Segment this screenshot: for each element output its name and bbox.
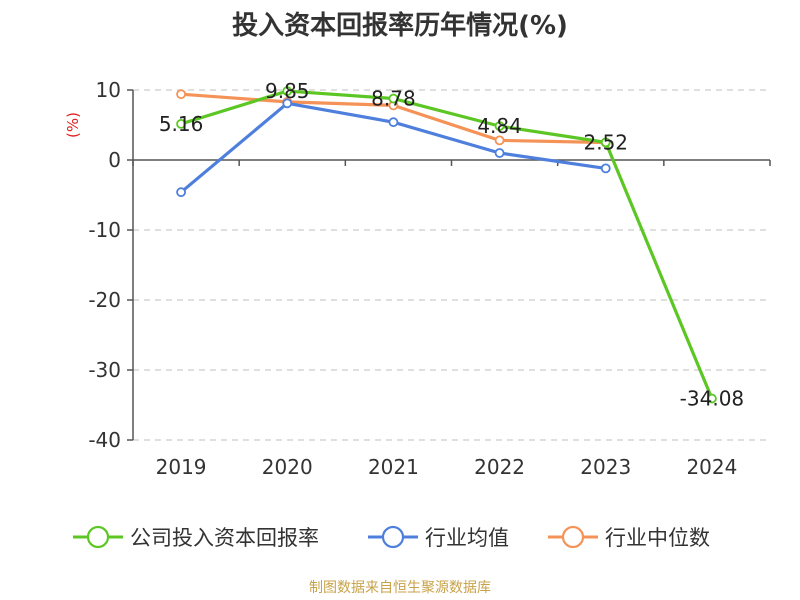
legend-marker [86,525,110,549]
data-point [282,98,293,109]
y-axis-label: (%) [64,112,82,138]
x-tick-label: 2024 [686,455,737,479]
y-tick-label: -40 [88,428,121,452]
x-tick-label: 2022 [474,455,525,479]
legend: 公司投入资本回报率 行业均值 行业中位数 [73,525,710,550]
data-label: 8.78 [371,87,416,111]
series-line [180,89,714,400]
grid-lines [133,89,770,441]
y-tick-label: 0 [108,148,121,172]
x-tick-label: 2019 [156,455,207,479]
data-point [282,86,293,96]
data-label: -34.08 [680,387,744,411]
y-tick-label: -30 [88,358,121,382]
data-point [176,187,186,198]
data-label: 9.85 [265,79,310,103]
data-point [707,393,717,404]
y-tick-labels: 10 0 -10 -20 -30 -40 [88,78,121,452]
legend-label: 公司投入资本回报率 [130,526,319,550]
data-label: 5.16 [159,112,204,136]
source-note: 制图数据来自恒生聚源数据库 [309,580,491,596]
series-line [180,101,606,194]
y-tick-label: 10 [96,78,121,102]
data-point [494,121,505,132]
axes [127,89,771,441]
data-point [600,163,611,174]
data-label: 2.52 [583,130,628,154]
data-point [388,117,399,128]
legend-marker [561,525,585,549]
data-point [494,148,505,158]
y-tick-label: -10 [88,218,121,242]
y-tick-label: -20 [88,288,121,312]
data-point [388,93,399,104]
x-tick-label: 2023 [580,455,631,479]
data-point [176,89,186,100]
data-labels: 5.16 9.85 8.78 4.84 2.52 -34.08 [159,79,744,411]
x-tick-label: 2021 [368,455,419,479]
legend-label: 行业中位数 [605,526,710,550]
legend-marker [381,525,405,549]
series-layer [176,86,717,404]
data-point [494,135,505,146]
data-point [176,118,186,129]
chart-title: 投入资本回报率历年情况(%) [232,10,568,41]
data-label: 4.84 [477,114,522,138]
legend-label: 行业均值 [425,526,509,550]
x-tick-labels: 2019 2020 2021 2022 2023 2024 [156,455,738,479]
x-tick-label: 2020 [262,455,313,479]
data-point [600,137,611,148]
